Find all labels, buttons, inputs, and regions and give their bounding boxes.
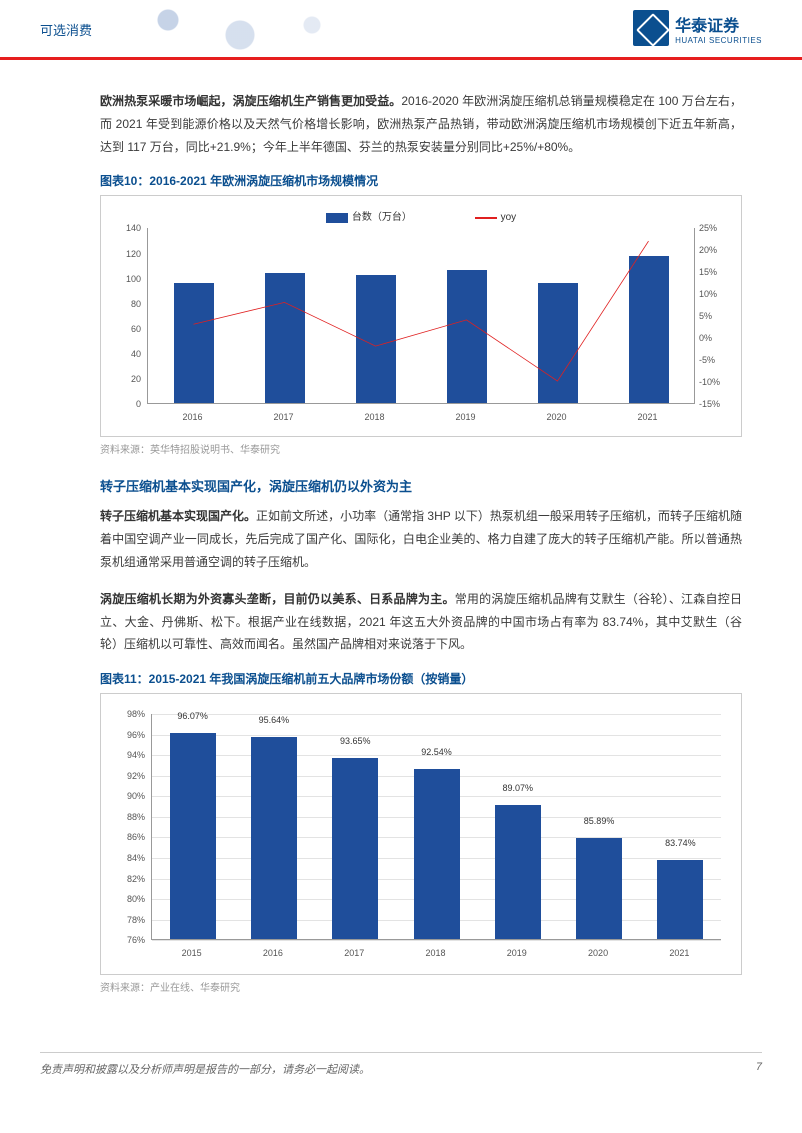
category-label: 可选消费 (40, 20, 92, 39)
chart10-y2-tick: 0% (699, 333, 731, 343)
chart11-bar-value: 83.74% (665, 838, 696, 848)
chart10-y2-tick: -15% (699, 399, 731, 409)
chart11-bar-value: 96.07% (177, 711, 208, 721)
chart11-x-label: 2021 (669, 948, 689, 958)
chart11-bar-value: 89.07% (503, 783, 534, 793)
chart10-axes (147, 228, 695, 404)
chart10-y1-tick: 140 (111, 223, 141, 233)
chart10-x-label: 2019 (455, 412, 475, 422)
logo-text-en: HUATAI SECURITIES (675, 36, 762, 45)
main-content: 欧洲热泵采暖市场崛起，涡旋压缩机生产销售更加受益。2016-2020 年欧洲涡旋… (0, 60, 802, 1032)
chart11-plot: 96.07% 95.64% 93.65% 92.54% 89.07% 85.89% 83.7… (111, 704, 731, 964)
chart11-x-label: 2017 (344, 948, 364, 958)
chart11-bar-value: 95.64% (259, 715, 290, 725)
chart11-y-tick: 76% (111, 935, 145, 945)
chart10-y1-tick: 0 (111, 399, 141, 409)
chart11-y-tick: 88% (111, 812, 145, 822)
chart11-y-tick: 84% (111, 853, 145, 863)
chart11-y-tick: 96% (111, 730, 145, 740)
logo-icon (633, 10, 669, 46)
chart11-y-tick: 86% (111, 832, 145, 842)
chart11-bar (251, 737, 297, 939)
chart10-y2-tick: 25% (699, 223, 731, 233)
chart11-bar (414, 769, 460, 939)
chart10-y1-tick: 20 (111, 374, 141, 384)
chart10-y2-tick: -5% (699, 355, 731, 365)
chart11-bar (332, 758, 378, 939)
chart10-plot: 台数（万台） yoy 0 20 40 60 80 100 120 140 -15% -10% -5%… (111, 206, 731, 426)
para3-bold: 涡旋压缩机长期为外资寡头垄断，目前仍以美系、日系品牌为主。 (100, 592, 455, 606)
chart11-bar-value: 92.54% (421, 747, 452, 757)
chart11-bar-value: 85.89% (584, 816, 615, 826)
chart10-box: 台数（万台） yoy 0 20 40 60 80 100 120 140 -15% -10% -5%… (100, 195, 742, 437)
chart11-y-tick: 92% (111, 771, 145, 781)
footer-disclaimer: 免责声明和披露以及分析师声明是报告的一部分，请务必一起阅读。 (40, 1061, 370, 1077)
chart11-x-label: 2019 (507, 948, 527, 958)
chart10-x-label: 2021 (637, 412, 657, 422)
chart11-y-tick: 82% (111, 874, 145, 884)
paragraph-1: 欧洲热泵采暖市场崛起，涡旋压缩机生产销售更加受益。2016-2020 年欧洲涡旋… (100, 90, 742, 158)
legend-line-swatch (475, 217, 497, 219)
chart11-axes: 96.07% 95.64% 93.65% 92.54% 89.07% 85.89% 83.7… (151, 714, 721, 940)
chart10-source: 资料来源：英华特招股说明书、华泰研究 (100, 441, 742, 456)
chart11-title: 图表11：2015-2021 年我国涡旋压缩机前五大品牌市场份额（按销量） (100, 670, 742, 687)
chart11-bar-value: 93.65% (340, 736, 371, 746)
page-header: 可选消费 华泰证券 HUATAI SECURITIES (0, 0, 802, 60)
chart10-y2-tick: -10% (699, 377, 731, 387)
chart11-gridline (152, 940, 721, 941)
chart10-line (148, 228, 694, 403)
logo-text-cn: 华泰证券 (675, 12, 762, 36)
chart11-y-tick: 98% (111, 709, 145, 719)
chart10-legend: 台数（万台） yoy (111, 208, 731, 223)
chart11-y-tick: 94% (111, 750, 145, 760)
legend-bar-label: 台数（万台） (352, 212, 412, 223)
chart10-y1-tick: 100 (111, 274, 141, 284)
header-decoration (120, 5, 360, 55)
chart10-y2-tick: 10% (699, 289, 731, 299)
chart11-source: 资料来源：产业在线、华泰研究 (100, 979, 742, 994)
chart11-x-label: 2018 (425, 948, 445, 958)
chart10-y1-tick: 60 (111, 324, 141, 334)
chart11-gridline (152, 714, 721, 715)
chart11-x-label: 2016 (263, 948, 283, 958)
chart11-y-tick: 80% (111, 894, 145, 904)
chart11-bar (495, 805, 541, 939)
chart11-x-label: 2015 (182, 948, 202, 958)
chart10-title: 图表10：2016-2021 年欧洲涡旋压缩机市场规模情况 (100, 172, 742, 189)
paragraph-3: 涡旋压缩机长期为外资寡头垄断，目前仍以美系、日系品牌为主。常用的涡旋压缩机品牌有… (100, 588, 742, 656)
page-footer: 免责声明和披露以及分析师声明是报告的一部分，请务必一起阅读。 7 (40, 1052, 762, 1091)
chart11-bar (170, 733, 216, 939)
chart11-x-label: 2020 (588, 948, 608, 958)
chart10-x-label: 2020 (546, 412, 566, 422)
chart10-y2-tick: 20% (699, 245, 731, 255)
section2-title: 转子压缩机基本实现国产化，涡旋压缩机仍以外资为主 (100, 476, 742, 495)
chart10-y1-tick: 80 (111, 299, 141, 309)
chart11-bar (657, 860, 703, 940)
company-logo: 华泰证券 HUATAI SECURITIES (633, 10, 762, 46)
para1-bold: 欧洲热泵采暖市场崛起，涡旋压缩机生产销售更加受益。 (100, 94, 401, 108)
legend-bar-swatch (326, 213, 348, 223)
chart10-x-label: 2018 (364, 412, 384, 422)
footer-page-number: 7 (756, 1061, 762, 1077)
chart10-y2-tick: 5% (699, 311, 731, 321)
chart10-y1-tick: 120 (111, 249, 141, 259)
chart10-y1-tick: 40 (111, 349, 141, 359)
para2-bold: 转子压缩机基本实现国产化。 (100, 509, 256, 523)
legend-line-label: yoy (501, 212, 517, 223)
chart11-gridline (152, 735, 721, 736)
chart11-bar (576, 838, 622, 940)
chart11-y-tick: 90% (111, 791, 145, 801)
chart11-y-tick: 78% (111, 915, 145, 925)
chart11-box: 96.07% 95.64% 93.65% 92.54% 89.07% 85.89% 83.7… (100, 693, 742, 975)
chart10-y2-tick: 15% (699, 267, 731, 277)
chart10-x-label: 2017 (273, 412, 293, 422)
chart10-x-label: 2016 (182, 412, 202, 422)
paragraph-2: 转子压缩机基本实现国产化。正如前文所述，小功率（通常指 3HP 以下）热泵机组一… (100, 505, 742, 573)
